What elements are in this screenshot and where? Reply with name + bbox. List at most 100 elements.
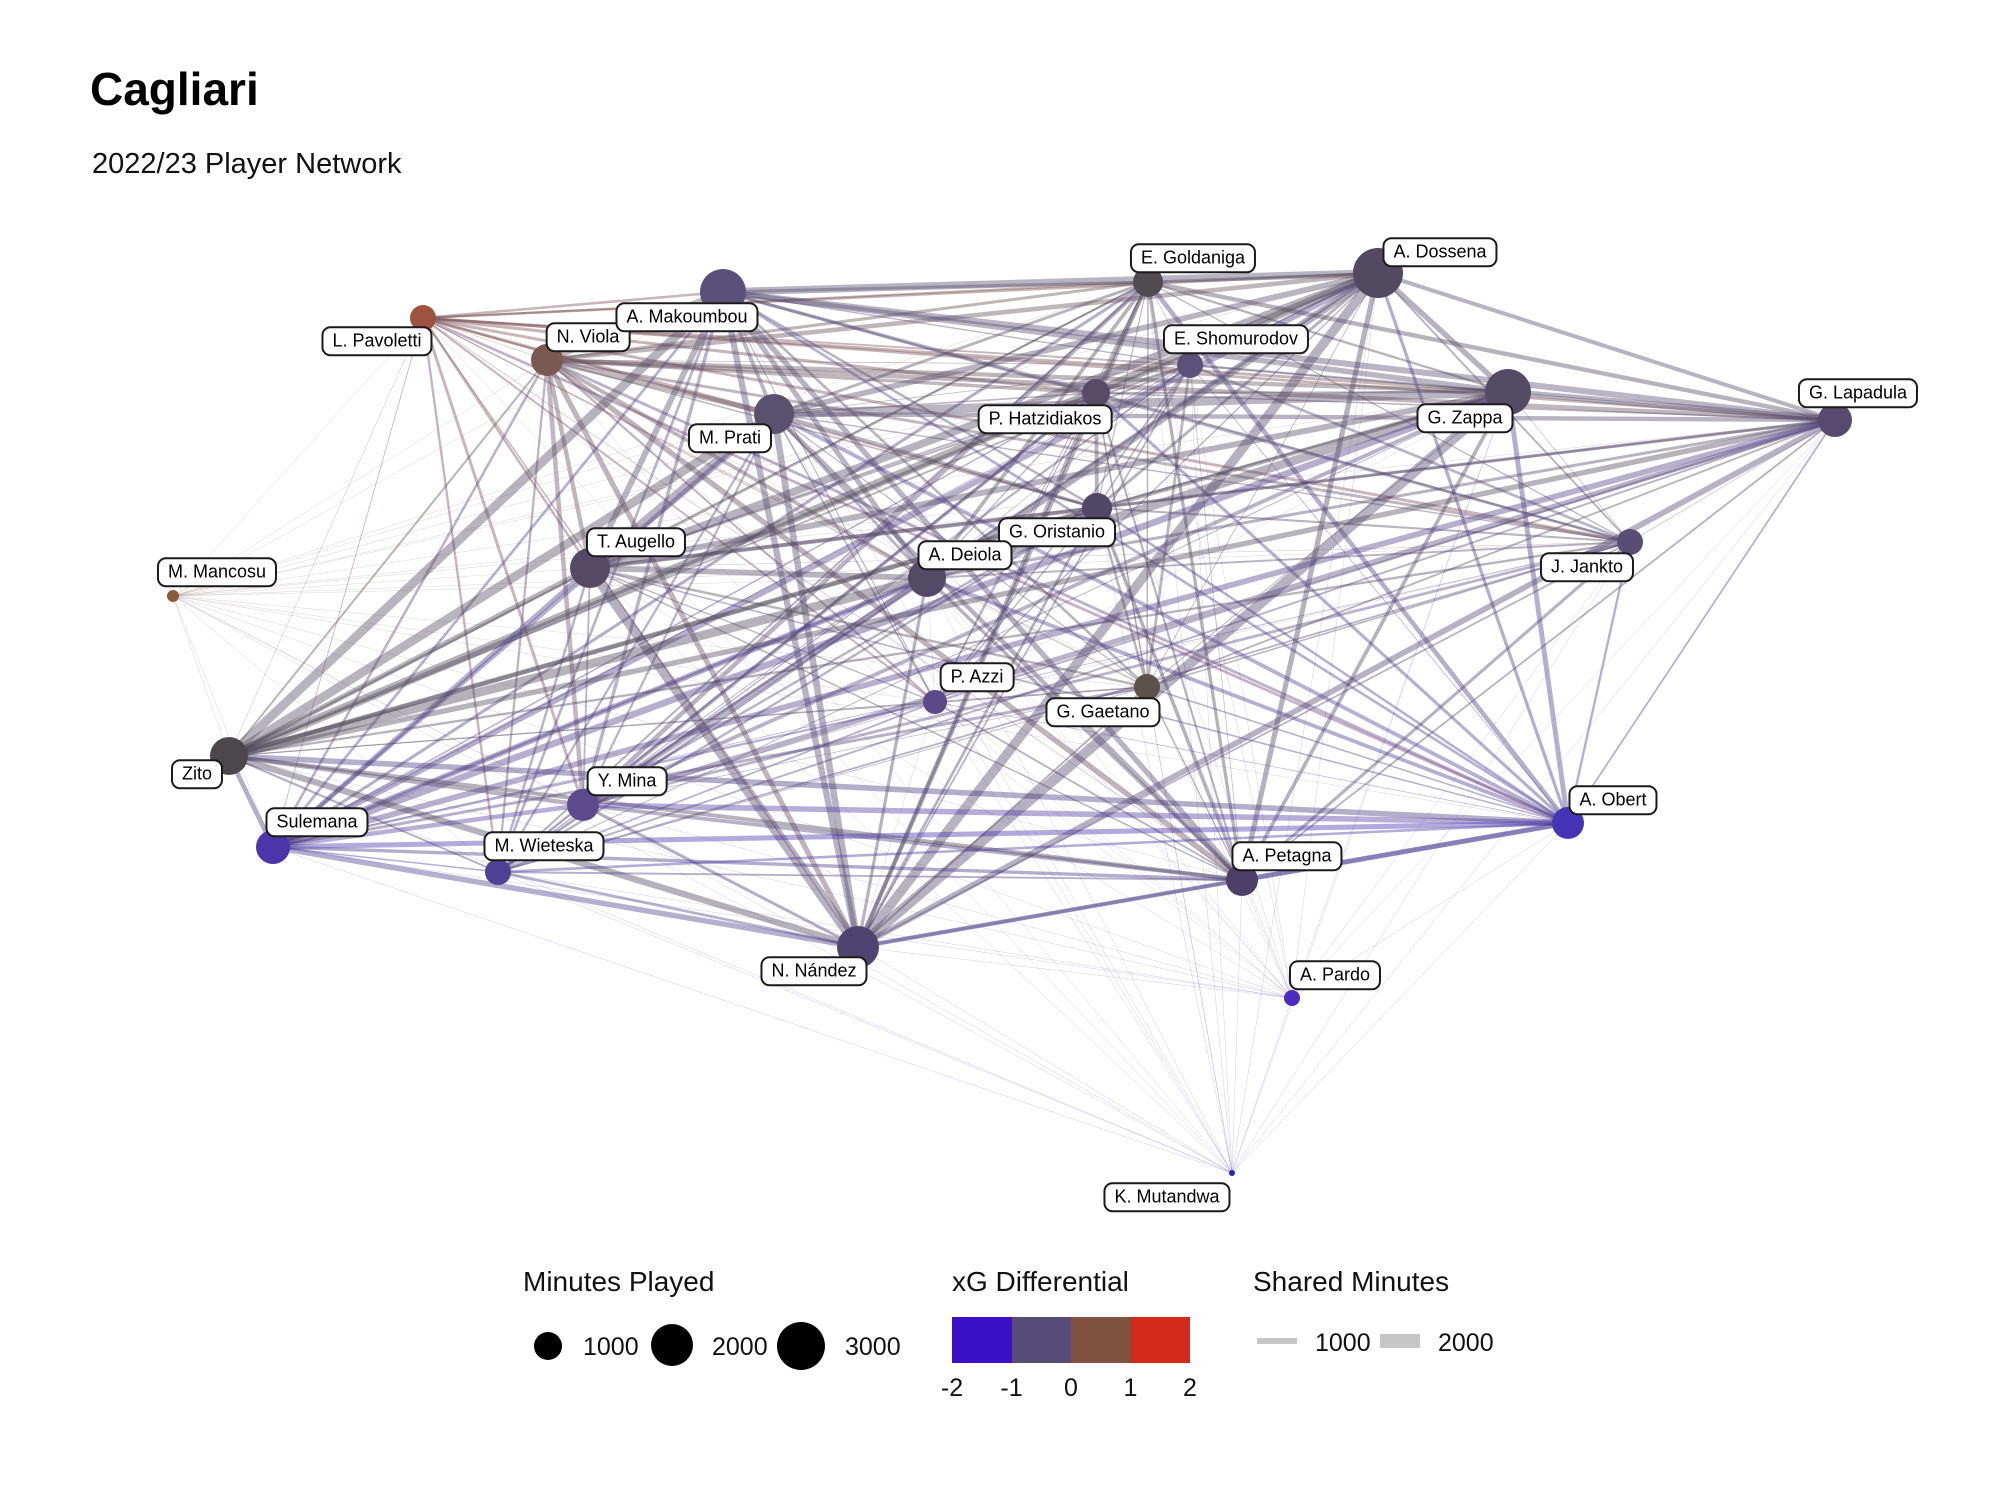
legend-minutes-title: Minutes Played [523,1266,715,1297]
edge-e-goldaniga--a-dossena [1147,271,1379,284]
edge-p-hatzidiakos--y-mina [581,391,1098,807]
edge-l-pavoletti--m-mancosu [172,317,424,597]
edge-j-jankto--n-nandez [857,541,1631,948]
edge-g-zappa--p-azzi [934,391,1509,703]
edge-e-goldaniga--g-zappa [1147,280,1509,394]
edge-a-dossena--a-pardo [1291,272,1379,999]
minutes-label-1000: 1000 [583,1333,639,1361]
edge-m-prati--p-azzi [773,413,936,703]
edge-m-prati--n-nandez [770,413,862,948]
edge-n-viola--g-zappa [546,357,1509,395]
edge-e-shomurodov--y-mina [582,364,1191,806]
xg-tick-neg2: -2 [940,1374,964,1402]
edge-e-shomurodov--k-mutandwa [1189,364,1233,1174]
edge-p-azzi--g-gaetano [934,686,1148,703]
player-node-g-gaetano [1134,674,1160,700]
edge-y-mina--a-petagna [582,803,1243,882]
edge-e-shomurodov--m-mancosu [172,364,1191,597]
minutes-label-3000: 3000 [845,1333,901,1361]
edge-e-goldaniga--m-mancosu [172,281,1149,597]
edge-a-dossena--a-obert [1376,272,1570,824]
edge-m-wieteska--a-petagna [497,871,1243,881]
player-node-n-viola [531,344,563,376]
player-label-g-zappa: G. Zappa [1416,403,1514,433]
edge-y-mina--a-obert [582,802,1569,826]
edge-a-obert--k-mutandwa [1231,822,1569,1174]
legend-xg-title: xG Differential [952,1266,1129,1297]
edge-a-makoumbou--e-goldaniga [722,280,1149,294]
player-label-a-dossena: A. Dossena [1382,237,1498,267]
player-node-l-pavoletti [410,305,436,331]
xg-segment-blue [952,1317,1012,1363]
edge-g-gaetano--k-mutandwa [1146,686,1233,1174]
edge-n-viola--sulemana [271,359,549,848]
player-node-a-obert [1552,807,1584,839]
player-label-n-viola: N. Viola [545,322,631,352]
edge-a-deiola--n-nandez [856,577,929,948]
edge-g-zappa--j-jankto [1507,391,1631,543]
player-label-zito: Zito [170,759,224,789]
edge-a-deiola--sulemana [271,575,929,850]
player-node-k-mutandwa [1229,1170,1235,1176]
edge-sulemana--m-wieteska [272,846,499,873]
edge-t-augello--sulemana [271,566,592,849]
player-label-a-deiola: A. Deiola [917,540,1013,570]
page-title: Cagliari [90,63,259,115]
edge-l-pavoletti--p-azzi [422,317,936,703]
player-label-t-augello: T. Augello [585,527,687,557]
xg-ticks: -2 -1 0 1 2 [941,1374,1197,1404]
shared-label-1000: 1000 [1315,1329,1371,1357]
player-label-p-hatzidiakos: P. Hatzidiakos [977,404,1113,434]
edge-p-hatzidiakos--p-azzi [934,392,1097,703]
player-label-g-gaetano: G. Gaetano [1045,697,1161,727]
player-label-g-lapadula: G. Lapadula [1797,378,1919,408]
shared-label-2000: 2000 [1438,1329,1494,1357]
edge-m-mancosu--a-petagna [172,595,1243,881]
edge-g-gaetano--a-petagna [1146,686,1243,881]
edge-a-dossena--g-lapadula [1377,271,1836,422]
edge-p-hatzidiakos--k-mutandwa [1095,392,1233,1174]
edge-g-gaetano--zito [228,686,1148,757]
player-label-a-obert: A. Obert [1568,785,1658,815]
edge-a-makoumbou--e-shomurodov [722,291,1191,366]
edge-l-pavoletti--m-prati [422,316,775,416]
edge-p-hatzidiakos--zito [228,391,1097,758]
edge-n-viola--y-mina [544,359,586,806]
edge-a-makoumbou--a-deiola [720,290,930,580]
edge-a-deiola--m-mancosu [172,577,928,597]
edge-a-deiola--g-gaetano [926,577,1148,688]
edge-p-hatzidiakos--a-obert [1094,391,1570,825]
edge-g-zappa--n-nandez [854,388,1512,951]
shared-bar-2000 [1380,1334,1420,1348]
edge-j-jankto--sulemana [272,541,1631,848]
edge-t-augello--a-deiola [589,565,928,581]
edge-zito--k-mutandwa [228,755,1233,1174]
edge-t-augello--a-pardo [589,567,1293,999]
edge-e-goldaniga--a-pardo [1147,281,1293,999]
edge-sulemana--a-petagna [272,845,1243,882]
player-label-m-mancosu: M. Mancosu [156,557,278,587]
edge-p-azzi--a-petagna [934,701,1243,881]
player-label-m-wieteska: M. Wieteska [483,831,605,861]
edge-g-zappa--y-mina [582,390,1509,807]
edge-a-deiola--m-wieteska [497,576,928,874]
edge-n-viola--j-jankto [546,358,1631,544]
player-label-j-jankto: J. Jankto [1539,552,1635,582]
edge-a-deiola--a-pardo [926,577,1293,999]
edge-g-lapadula--p-azzi [934,419,1836,703]
edge-m-prati--a-pardo [773,413,1293,999]
edge-a-makoumbou--m-wieteska [496,291,725,873]
edge-n-viola--a-deiola [546,358,928,580]
edge-n-viola--n-nandez [544,358,861,949]
edge-m-prati--a-deiola [772,413,929,579]
edge-j-jankto--a-obert [1566,541,1632,824]
edge-a-makoumbou--n-nandez [719,291,862,948]
edge-n-viola--a-petagna [545,357,1244,883]
edge-p-hatzidiakos--sulemana [272,392,1097,848]
edge-g-zappa--k-mutandwa [1231,391,1509,1174]
edge-y-mina--n-nandez [582,803,859,949]
player-label-a-petagna: A. Petagna [1231,841,1343,871]
edge-n-viola--a-dossena [546,270,1379,363]
edge-e-shomurodov--p-hatzidiakos [1095,364,1191,394]
